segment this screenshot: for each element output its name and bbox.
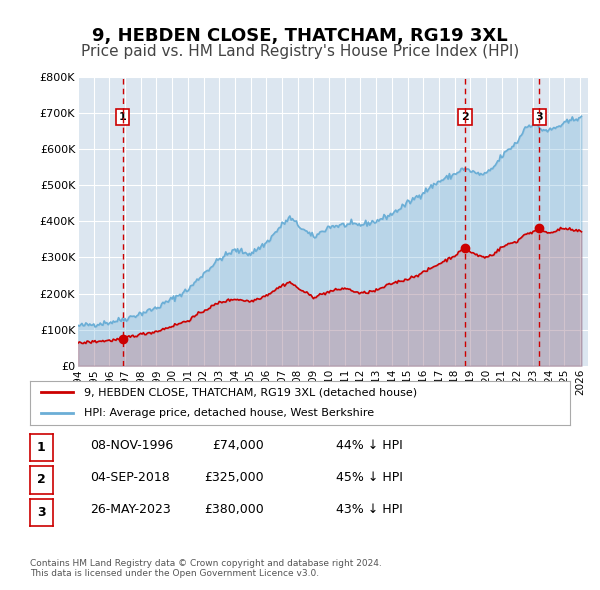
Text: 26-MAY-2023: 26-MAY-2023 — [90, 503, 171, 516]
Text: 45% ↓ HPI: 45% ↓ HPI — [336, 471, 403, 484]
Text: 43% ↓ HPI: 43% ↓ HPI — [336, 503, 403, 516]
Text: 3: 3 — [37, 506, 46, 519]
Text: Contains HM Land Registry data © Crown copyright and database right 2024.
This d: Contains HM Land Registry data © Crown c… — [30, 559, 382, 578]
Text: 1: 1 — [119, 112, 127, 122]
Text: 1: 1 — [37, 441, 46, 454]
Text: £380,000: £380,000 — [204, 503, 264, 516]
Text: £74,000: £74,000 — [212, 438, 264, 451]
Text: Price paid vs. HM Land Registry's House Price Index (HPI): Price paid vs. HM Land Registry's House … — [81, 44, 519, 59]
Text: HPI: Average price, detached house, West Berkshire: HPI: Average price, detached house, West… — [84, 408, 374, 418]
Text: 08-NOV-1996: 08-NOV-1996 — [90, 438, 173, 451]
Text: 04-SEP-2018: 04-SEP-2018 — [90, 471, 170, 484]
Text: 9, HEBDEN CLOSE, THATCHAM, RG19 3XL: 9, HEBDEN CLOSE, THATCHAM, RG19 3XL — [92, 27, 508, 45]
Text: 44% ↓ HPI: 44% ↓ HPI — [336, 438, 403, 451]
Text: 3: 3 — [536, 112, 543, 122]
Text: 2: 2 — [37, 473, 46, 486]
Text: £325,000: £325,000 — [205, 471, 264, 484]
Text: 2: 2 — [461, 112, 469, 122]
Text: 9, HEBDEN CLOSE, THATCHAM, RG19 3XL (detached house): 9, HEBDEN CLOSE, THATCHAM, RG19 3XL (det… — [84, 388, 417, 398]
